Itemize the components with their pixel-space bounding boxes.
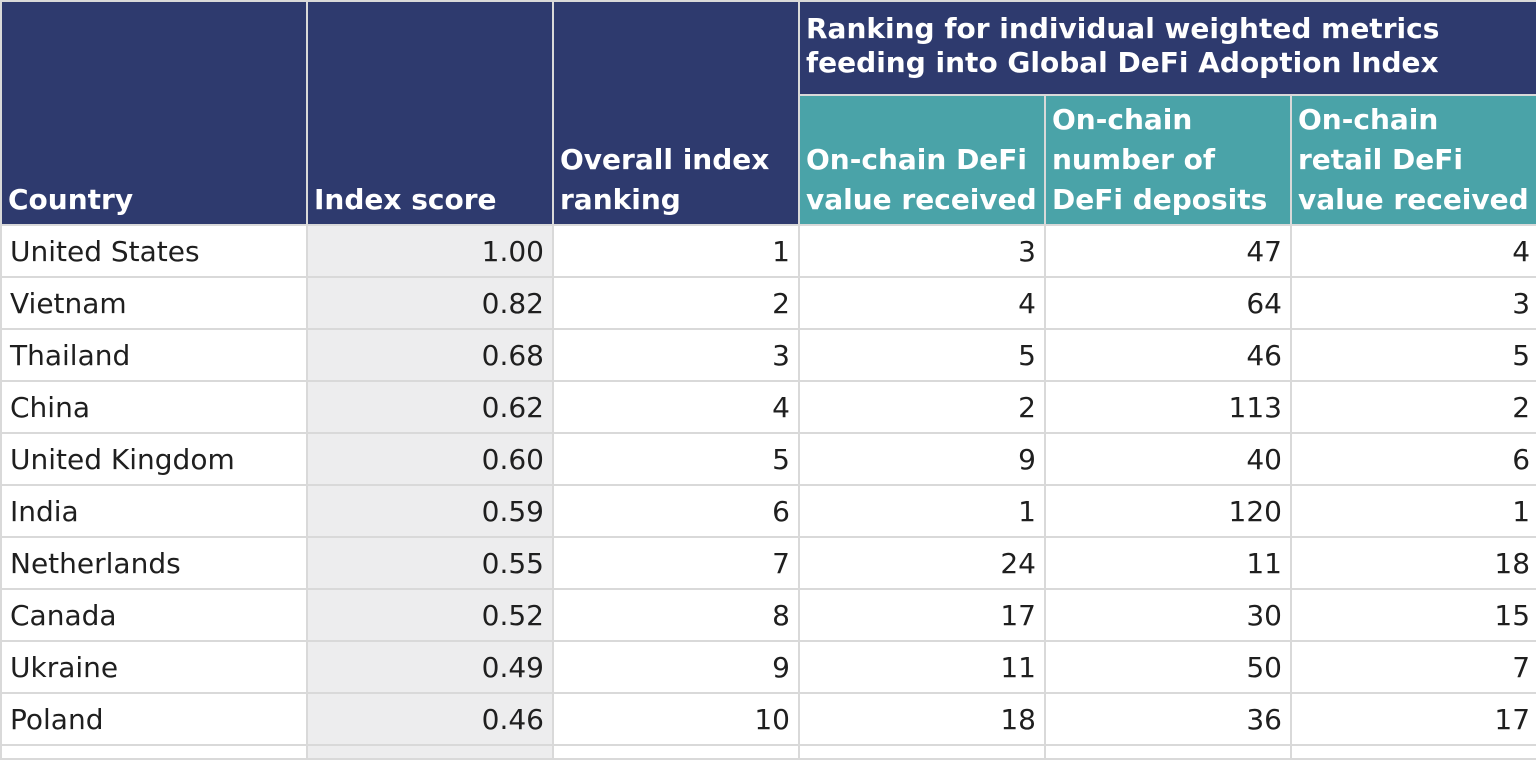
table-row: China 0.62 4 2 113 2 [0, 380, 1536, 434]
cell-retail-defi-value: 17 [1289, 692, 1536, 746]
cell-defi-deposits: 64 [1044, 276, 1292, 330]
header-row-metrics: On-chain DeFi value received On-chain nu… [1, 94, 1536, 226]
cell-country: Netherlands [0, 536, 308, 590]
cell-country: India [0, 484, 308, 538]
cell-index-score: 0.52 [306, 588, 554, 642]
table-row: Vietnam 0.82 2 4 64 3 [0, 276, 1536, 330]
cell-defi-deposits: 40 [1044, 432, 1292, 486]
cell-country: Poland [0, 692, 308, 746]
header-retail-defi-value: On-chain retail DeFi value received [1289, 94, 1536, 226]
cell-overall-ranking: 10 [552, 692, 800, 746]
cell-index-score: 0.55 [306, 536, 554, 590]
cell-country: Ukraine [0, 640, 308, 694]
cell-defi-deposits: 50 [1044, 640, 1292, 694]
cell-overall-ranking: 5 [552, 432, 800, 486]
cell-defi-deposits: 46 [1044, 328, 1292, 382]
table-row: United States 1.00 1 3 47 4 [0, 224, 1536, 278]
cell-defi-value-received: 17 [798, 588, 1046, 642]
header-defi-value-received: On-chain DeFi value received [798, 94, 1046, 226]
cell-retail-defi-value: 4 [1289, 224, 1536, 278]
cell-defi-deposits: 36 [1044, 692, 1292, 746]
cell-overall-ranking: 7 [552, 536, 800, 590]
cell-empty [798, 744, 1046, 760]
cell-index-score: 1.00 [306, 224, 554, 278]
cell-index-score: 0.49 [306, 640, 554, 694]
cell-index-score: 0.62 [306, 380, 554, 434]
cell-retail-defi-value: 6 [1289, 432, 1536, 486]
cell-country: Thailand [0, 328, 308, 382]
cell-retail-defi-value: 1 [1289, 484, 1536, 538]
cell-defi-value-received: 3 [798, 224, 1046, 278]
cell-empty [1044, 744, 1292, 760]
cell-country: United Kingdom [0, 432, 308, 486]
cell-index-score: 0.46 [306, 692, 554, 746]
table-row: India 0.59 6 1 120 1 [0, 484, 1536, 538]
cell-empty [552, 744, 800, 760]
cell-overall-ranking: 6 [552, 484, 800, 538]
cell-defi-deposits: 11 [1044, 536, 1292, 590]
cell-defi-value-received: 1 [798, 484, 1046, 538]
table-row-partial [0, 744, 1536, 760]
cell-retail-defi-value: 3 [1289, 276, 1536, 330]
table-row: Thailand 0.68 3 5 46 5 [0, 328, 1536, 382]
cell-defi-value-received: 2 [798, 380, 1046, 434]
cell-index-score: 0.68 [306, 328, 554, 382]
cell-overall-ranking: 4 [552, 380, 800, 434]
header-defi-deposits: On-chain number of DeFi deposits [1044, 94, 1292, 226]
cell-defi-deposits: 113 [1044, 380, 1292, 434]
table-body: United States 1.00 1 3 47 4 Vietnam 0.82 2 4 64 3 Th… [0, 224, 1536, 760]
cell-empty [0, 744, 308, 760]
cell-index-score: 0.60 [306, 432, 554, 486]
cell-retail-defi-value: 5 [1289, 328, 1536, 382]
header-index-score: Index score [306, 0, 554, 226]
cell-retail-defi-value: 15 [1289, 588, 1536, 642]
cell-overall-ranking: 3 [552, 328, 800, 382]
cell-retail-defi-value: 7 [1289, 640, 1536, 694]
cell-empty [1289, 744, 1536, 760]
cell-defi-value-received: 24 [798, 536, 1046, 590]
header-overall-ranking: Overall index ranking [552, 0, 800, 226]
table-row: United Kingdom 0.60 5 9 40 6 [0, 432, 1536, 486]
cell-retail-defi-value: 2 [1289, 380, 1536, 434]
cell-defi-value-received: 9 [798, 432, 1046, 486]
table-header: Country Index score Overall index rankin… [0, 0, 1536, 226]
cell-defi-deposits: 30 [1044, 588, 1292, 642]
cell-defi-value-received: 18 [798, 692, 1046, 746]
cell-overall-ranking: 2 [552, 276, 800, 330]
cell-country: United States [0, 224, 308, 278]
cell-empty [306, 744, 554, 760]
cell-overall-ranking: 8 [552, 588, 800, 642]
cell-defi-value-received: 4 [798, 276, 1046, 330]
table-row: Netherlands 0.55 7 24 11 18 [0, 536, 1536, 590]
cell-index-score: 0.82 [306, 276, 554, 330]
cell-defi-deposits: 47 [1044, 224, 1292, 278]
cell-country: China [0, 380, 308, 434]
cell-retail-defi-value: 18 [1289, 536, 1536, 590]
cell-country: Canada [0, 588, 308, 642]
table-row: Canada 0.52 8 17 30 15 [0, 588, 1536, 642]
cell-defi-deposits: 120 [1044, 484, 1292, 538]
header-row-group: Country Index score Overall index rankin… [0, 0, 1536, 226]
cell-country: Vietnam [0, 276, 308, 330]
header-country: Country [0, 0, 308, 226]
cell-overall-ranking: 9 [552, 640, 800, 694]
table-row: Ukraine 0.49 9 11 50 7 [0, 640, 1536, 694]
table-row: Poland 0.46 10 18 36 17 [0, 692, 1536, 746]
cell-overall-ranking: 1 [552, 224, 800, 278]
header-metrics-group: Ranking for individual weighted metrics … [797, 0, 1536, 96]
cell-index-score: 0.59 [306, 484, 554, 538]
cell-defi-value-received: 11 [798, 640, 1046, 694]
cell-defi-value-received: 5 [798, 328, 1046, 382]
